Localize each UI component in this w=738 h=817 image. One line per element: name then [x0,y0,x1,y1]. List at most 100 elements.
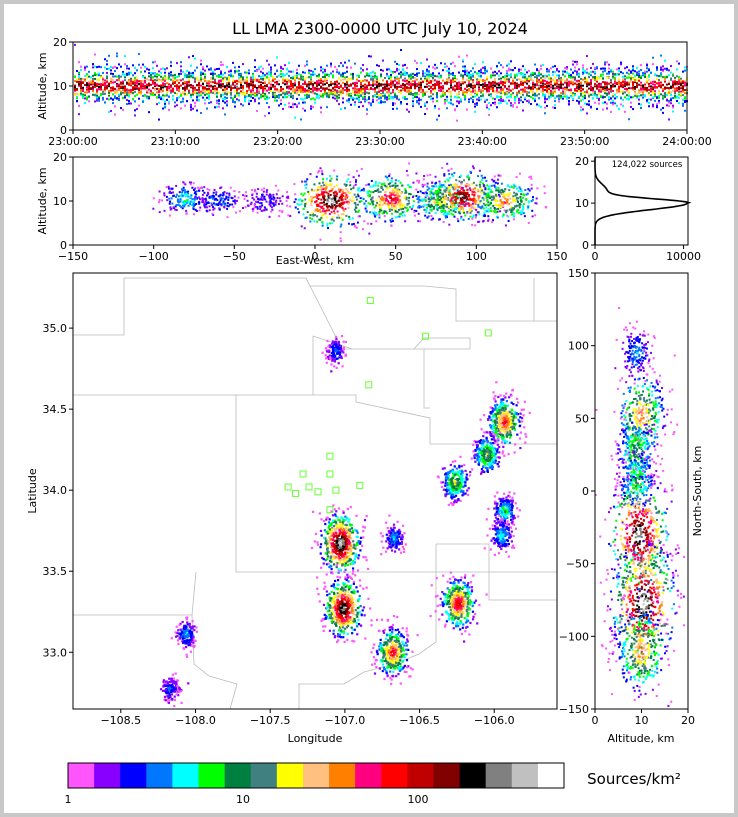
altitude-time-source [178,73,180,76]
altitude-time-source [620,85,622,88]
altitude-time-source [620,103,622,106]
altitude-time-source [224,88,226,91]
altitude-time-source [270,75,272,78]
altitude-time-source [548,91,550,94]
altitude-time-source [554,90,556,93]
altitude-time-source [302,77,304,80]
altitude-time-source [332,93,334,96]
altitude-time-source [194,89,196,92]
east-west-source [318,170,321,173]
altitude-time-source [612,72,614,75]
altitude-time-source [678,96,680,99]
altitude-time-source [674,76,676,79]
altitude-time-source [386,80,388,83]
altitude-time-source [96,94,98,97]
altitude-time-source [184,73,186,76]
altitude-time-source [520,73,522,76]
altitude-time-source [502,100,504,103]
altitude-time-source [656,78,658,81]
altitude-time-source [500,88,502,91]
altitude-time-source [492,82,494,85]
east-west-source [186,199,189,202]
altitude-time-source [406,79,408,82]
altitude-time-source [654,93,656,96]
altitude-time-source [492,84,494,87]
altitude-time-source [258,97,260,100]
altitude-time-source [676,75,678,78]
altitude-time-source [670,94,672,97]
altitude-time-source [454,78,456,81]
altitude-time-source [366,108,368,111]
altitude-time-source [222,93,224,96]
altitude-time-source [630,75,632,78]
altitude-time-source [342,78,344,81]
altitude-time-source [298,82,300,85]
altitude-time-source [300,75,302,78]
altitude-time-source [86,77,88,80]
altitude-time-source [498,70,500,73]
altitude-time-source [328,84,330,87]
east-west-source [261,204,264,207]
altitude-time-source [596,80,598,83]
altitude-time-source [464,68,466,71]
altitude-time-source [80,87,82,90]
altitude-time-source [610,111,612,114]
altitude-time-source [110,81,112,84]
altitude-time-source [326,106,328,109]
altitude-time-source [652,80,654,83]
altitude-time-source [278,104,280,107]
altitude-time-source [118,83,120,86]
altitude-time-source [196,96,198,99]
east-west-source [261,193,264,196]
altitude-time-source [456,93,458,96]
altitude-time-source [558,95,560,98]
altitude-time-source [312,97,314,100]
east-west-source [220,204,223,207]
altitude-time-source [518,99,520,102]
altitude-time-source [240,85,242,88]
altitude-time-source [652,91,654,94]
east-west-source [204,200,207,203]
altitude-time-source [336,97,338,100]
altitude-time-source [502,84,504,87]
altitude-time-source [300,90,302,93]
altitude-time-source [454,109,456,112]
altitude-time-source [542,63,544,66]
altitude-time-source [74,94,76,97]
altitude-time-source [544,89,546,92]
altitude-time-source [76,70,78,73]
altitude-time-source [480,71,482,74]
altitude-time-source [540,86,542,89]
altitude-time-source [536,77,538,80]
altitude-time-source [360,83,362,86]
altitude-time-source [368,84,370,87]
altitude-time-source [530,88,532,91]
altitude-time-source [218,105,220,108]
altitude-time-source [406,82,408,85]
altitude-time-source [258,92,260,95]
altitude-time-source [280,65,282,68]
altitude-time-source [204,86,206,89]
altitude-time-source [236,85,238,88]
altitude-time-source [646,64,648,67]
panel-altitude-time: 23:00:00 23:10:00 23:20:00 23:30:00 23:40:00… [36,36,712,148]
altitude-time-source [610,70,612,73]
altitude-time-source [146,97,148,100]
altitude-time-source [572,71,574,74]
altitude-time-source [204,73,206,76]
altitude-time-source [200,59,202,62]
altitude-time-source [78,104,80,107]
altitude-time-source [320,86,322,89]
altitude-time-source [568,89,570,92]
altitude-time-source [262,89,264,92]
altitude-time-source [632,67,634,70]
altitude-time-source [414,81,416,84]
altitude-time-source [80,77,82,80]
east-west-source [250,189,253,192]
altitude-time-source [594,79,596,82]
altitude-time-source [140,80,142,83]
altitude-time-source [462,76,464,79]
east-west-source [300,225,303,228]
altitude-time-source [208,87,210,90]
altitude-time-source [114,89,116,92]
